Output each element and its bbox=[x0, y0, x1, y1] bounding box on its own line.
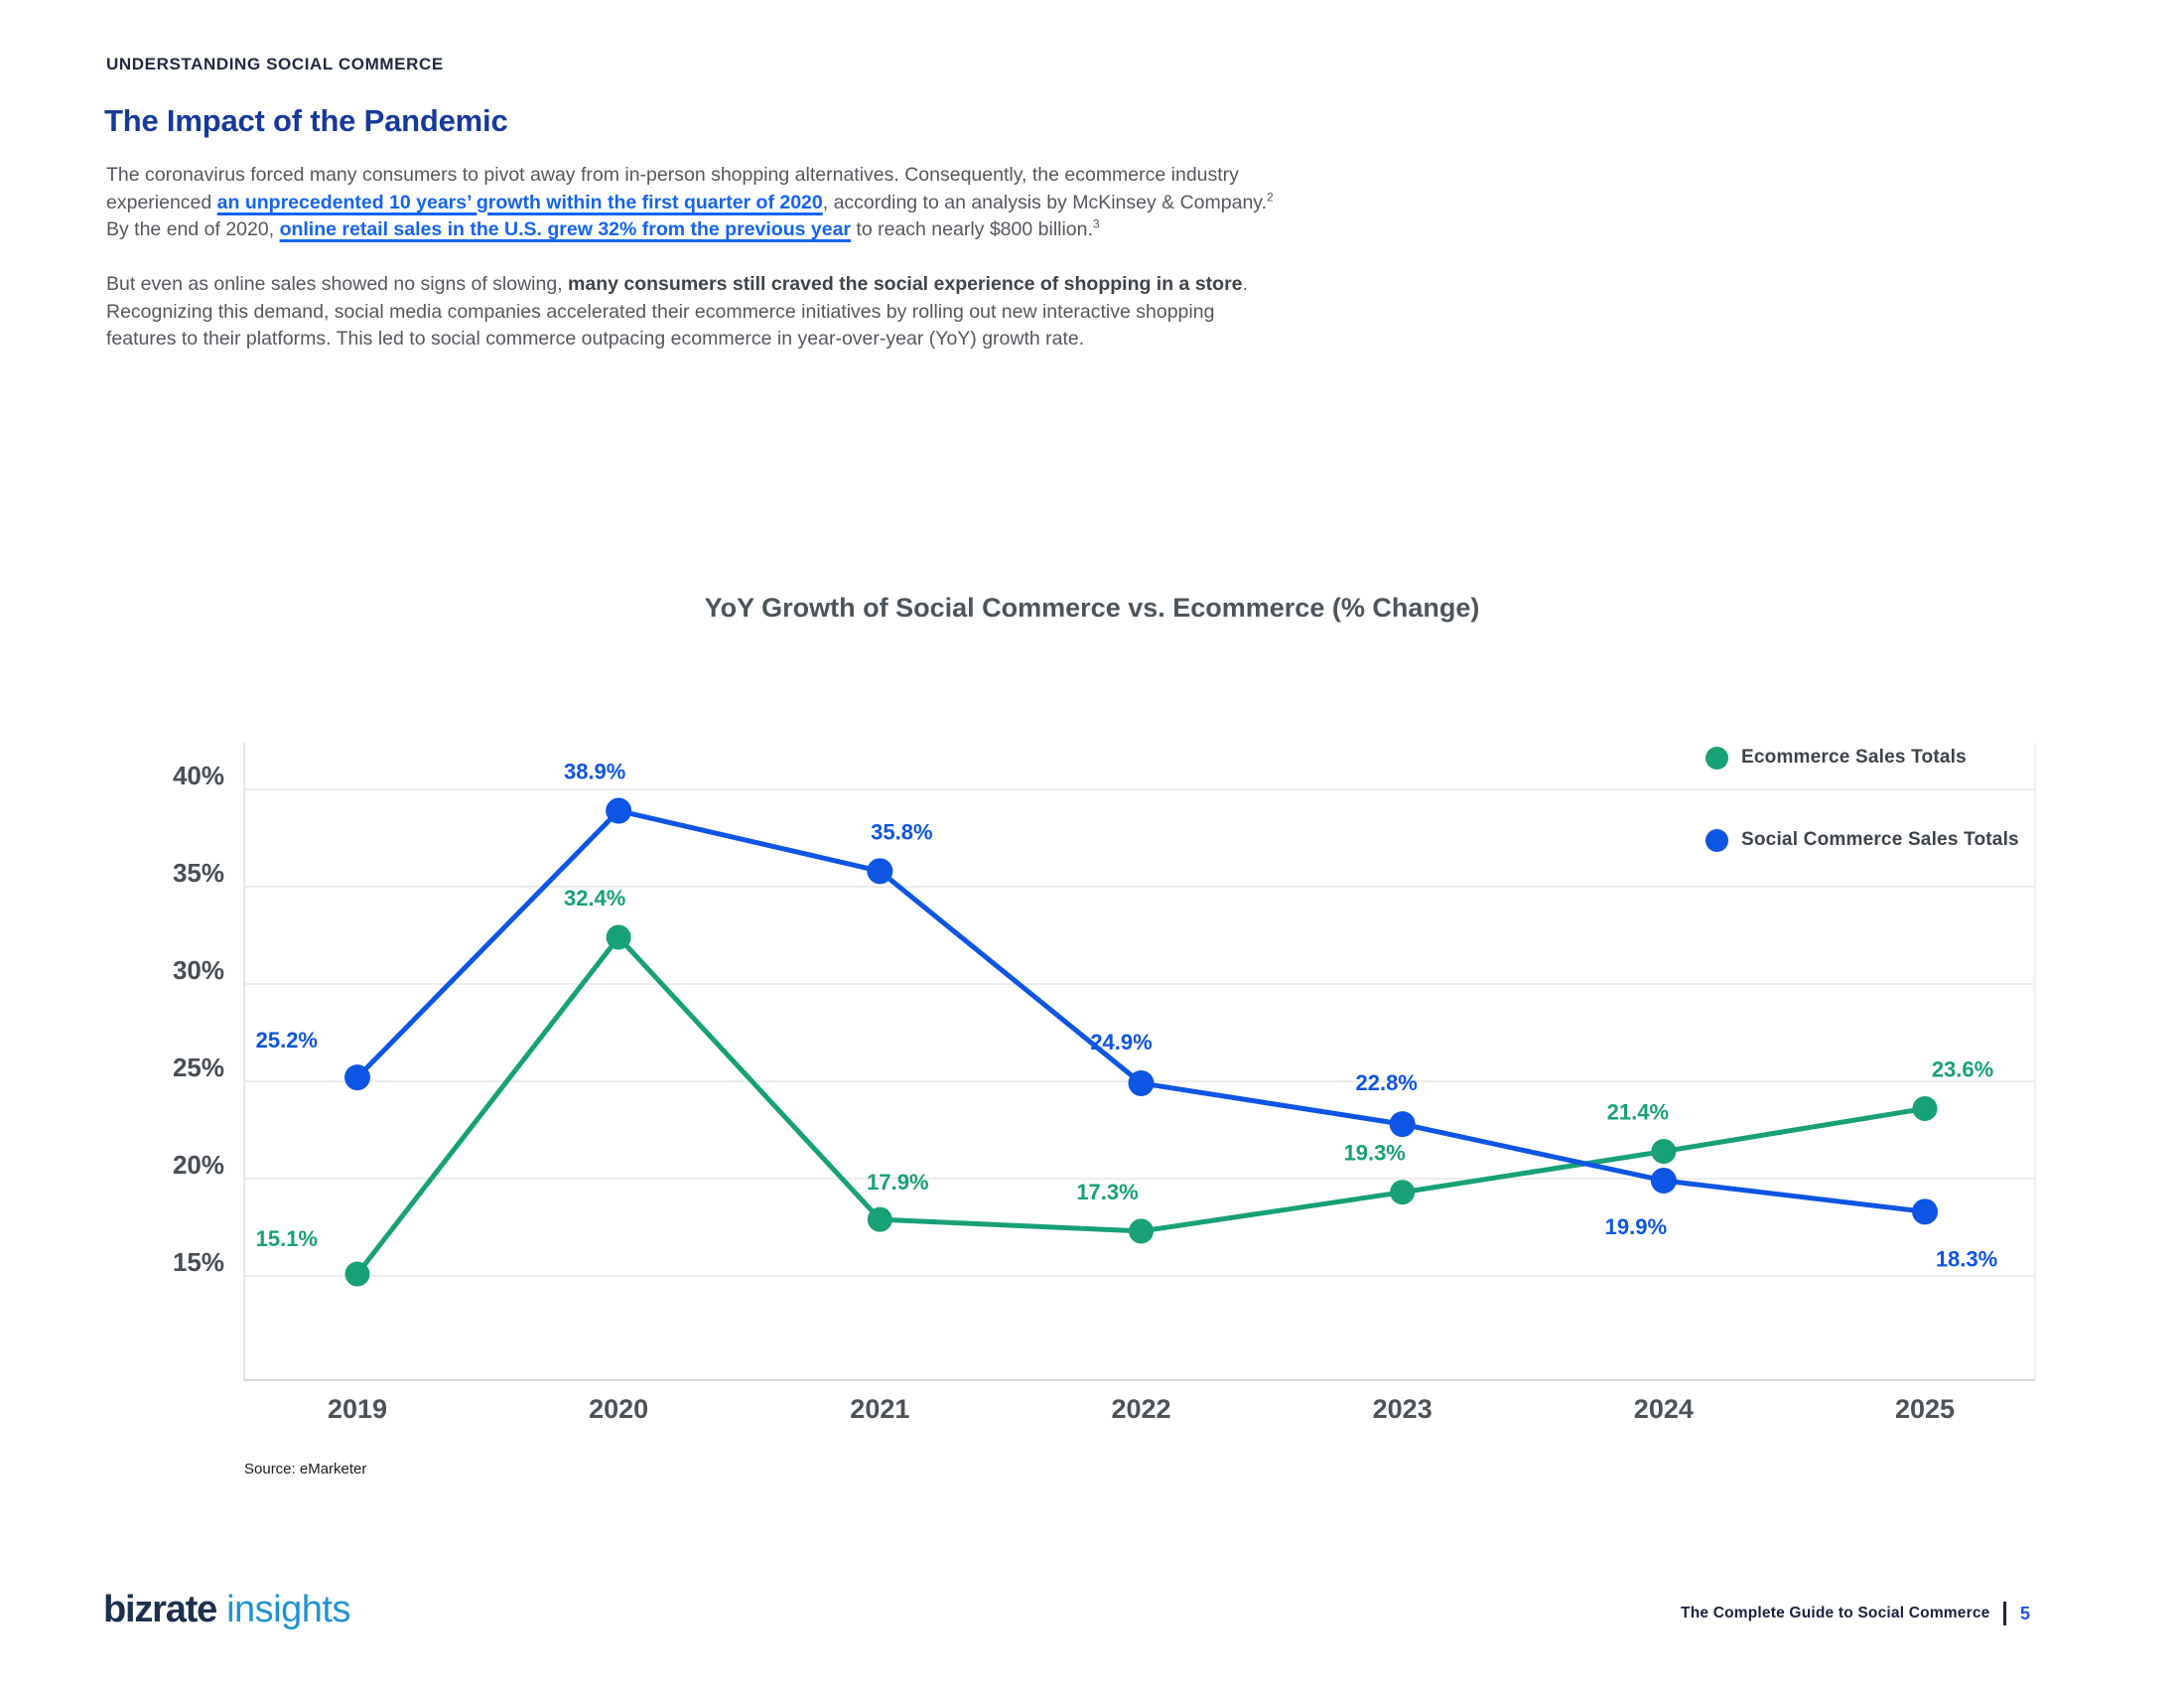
data-point bbox=[344, 1064, 370, 1091]
chart-source: Source: eMarketer bbox=[244, 1461, 367, 1477]
data-point-label: 35.8% bbox=[871, 819, 932, 844]
footnote-marker: 2 bbox=[1267, 190, 1274, 205]
data-point bbox=[867, 1206, 892, 1232]
x-axis-tick-label: 2022 bbox=[1111, 1394, 1170, 1424]
data-point-label: 32.4% bbox=[564, 886, 625, 911]
text-run: many consumers still craved the social e… bbox=[568, 273, 1243, 295]
legend-label: Ecommerce Sales Totals bbox=[1741, 747, 1967, 768]
text-line: But even as online sales showed no signs… bbox=[106, 271, 1516, 299]
text-run: Recognizing this demand, social media co… bbox=[106, 300, 1215, 323]
text-line: Recognizing this demand, social media co… bbox=[106, 299, 1516, 327]
data-point-label: 24.9% bbox=[1090, 1030, 1152, 1055]
data-point bbox=[606, 797, 632, 824]
text-run: experienced bbox=[106, 191, 217, 213]
y-axis-tick-label: 35% bbox=[173, 858, 224, 888]
x-axis-tick-label: 2021 bbox=[850, 1394, 909, 1424]
data-point bbox=[1650, 1167, 1677, 1194]
data-point bbox=[1390, 1180, 1416, 1205]
paragraph-social-demand: But even as online sales showed no signs… bbox=[106, 271, 1516, 353]
data-point bbox=[1651, 1139, 1677, 1165]
text-line: experienced an unprecedented 10 years’ g… bbox=[106, 190, 1516, 217]
data-point-label: 17.3% bbox=[1076, 1180, 1138, 1204]
legend-item-ecommerce: Ecommerce Sales Totals bbox=[1706, 739, 2019, 776]
data-point bbox=[344, 1261, 370, 1287]
footer-guide-title: The Complete Guide to Social Commerce bbox=[1681, 1605, 1990, 1621]
data-point bbox=[1912, 1095, 1938, 1121]
data-point-label: 15.1% bbox=[256, 1226, 318, 1251]
data-point-label: 17.9% bbox=[867, 1170, 928, 1195]
data-point-label: 38.9% bbox=[564, 760, 625, 784]
legend-label: Social Commerce Sales Totals bbox=[1741, 829, 2019, 850]
data-point bbox=[1128, 1069, 1155, 1096]
text-run: features to their platforms. This led to… bbox=[106, 328, 1085, 351]
data-point-label: 23.6% bbox=[1932, 1056, 1993, 1081]
chart-title: YoY Growth of Social Commerce vs. Ecomme… bbox=[704, 593, 1480, 623]
text-run: , according to an analysis by McKinsey &… bbox=[822, 191, 1268, 213]
y-axis-tick-label: 20% bbox=[173, 1150, 224, 1180]
logo-insights-text: insights bbox=[226, 1589, 350, 1630]
data-point bbox=[1912, 1198, 1939, 1225]
series-line-social-commerce bbox=[354, 808, 1928, 1214]
ecommerce-legend-dot-icon bbox=[1706, 746, 1728, 770]
x-axis-tick-label: 2019 bbox=[328, 1394, 387, 1424]
data-point bbox=[1389, 1111, 1416, 1138]
y-axis-tick-label: 40% bbox=[173, 761, 224, 790]
legend-item-social-commerce: Social Commerce Sales Totals bbox=[1706, 821, 2019, 859]
text-line: features to their platforms. This led to… bbox=[106, 326, 1516, 353]
x-axis-tick-label: 2024 bbox=[1634, 1394, 1694, 1424]
y-axis-tick-label: 15% bbox=[173, 1247, 224, 1277]
text-run: But even as online sales showed no signs… bbox=[106, 273, 569, 295]
brand-logo: bizrate insights bbox=[103, 1589, 350, 1631]
text-line: By the end of 2020, online retail sales … bbox=[106, 216, 1516, 244]
x-axis-tick-label: 2025 bbox=[1895, 1394, 1955, 1424]
y-axis-tick-label: 25% bbox=[173, 1053, 224, 1082]
chart-legend: Ecommerce Sales Totals Social Commerce S… bbox=[1706, 739, 2019, 859]
data-point-label: 22.8% bbox=[1355, 1070, 1417, 1095]
text-run: to reach nearly $800 billion. bbox=[851, 218, 1093, 241]
data-point-label: 25.2% bbox=[256, 1028, 318, 1053]
social-commerce-legend-dot-icon bbox=[1706, 828, 1728, 852]
page-title: The Impact of the Pandemic bbox=[104, 103, 508, 138]
text-run: By the end of 2020, bbox=[106, 218, 280, 241]
x-axis-tick-label: 2023 bbox=[1373, 1394, 1433, 1424]
inline-link[interactable]: online retail sales in the U.S. grew 32%… bbox=[279, 218, 852, 241]
eyebrow-heading: UNDERSTANDING SOCIAL COMMERCE bbox=[106, 55, 444, 73]
logo-bizrate-text: bizrate bbox=[103, 1589, 217, 1630]
data-point bbox=[1129, 1218, 1155, 1244]
footer-separator bbox=[2003, 1602, 2006, 1625]
data-point-label: 19.9% bbox=[1605, 1214, 1667, 1239]
x-axis-tick-label: 2020 bbox=[589, 1394, 648, 1424]
y-axis-tick-label: 30% bbox=[173, 955, 224, 985]
footer-page-number: 5 bbox=[2019, 1603, 2030, 1623]
data-point-label: 19.3% bbox=[1343, 1141, 1405, 1166]
data-point bbox=[606, 924, 631, 950]
data-point-label: 21.4% bbox=[1607, 1100, 1669, 1125]
footer-right: The Complete Guide to Social Commerce 5 bbox=[1681, 1602, 2030, 1625]
inline-link[interactable]: an unprecedented 10 years’ growth within… bbox=[216, 191, 823, 213]
data-point bbox=[867, 858, 893, 885]
text-run: . bbox=[1242, 273, 1248, 295]
footnote-marker: 3 bbox=[1092, 216, 1100, 231]
text-line: The coronavirus forced many consumers to… bbox=[106, 162, 1516, 190]
data-point-label: 18.3% bbox=[1936, 1246, 1997, 1271]
text-run: The coronavirus forced many consumers to… bbox=[106, 164, 1239, 186]
paragraph-pandemic-intro: The coronavirus forced many consumers to… bbox=[106, 162, 1516, 244]
